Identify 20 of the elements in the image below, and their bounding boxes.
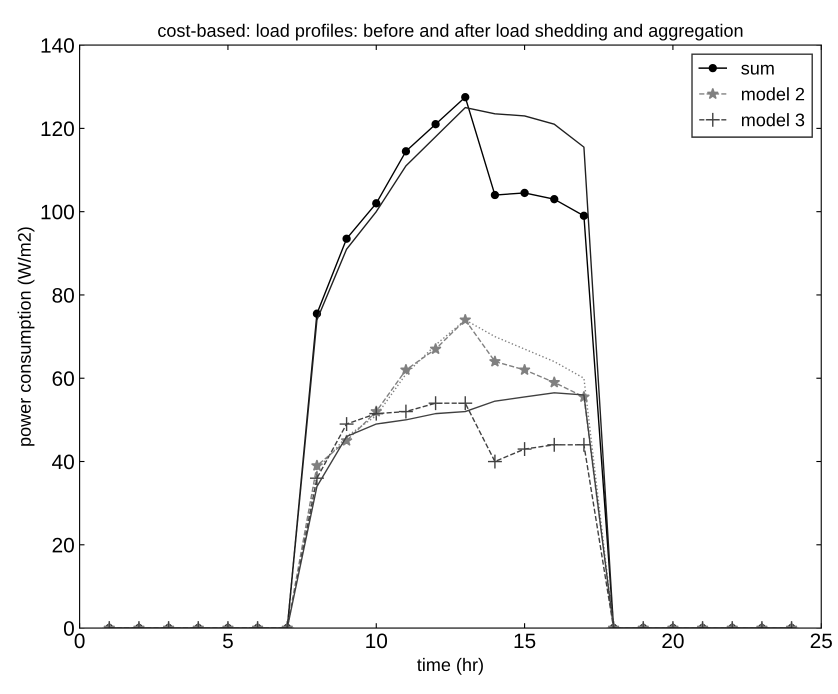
y-tick-label: 40	[52, 454, 74, 470]
chart-title: cost-based: load profiles: before and after load shedding and aggregation	[158, 24, 742, 41]
x-tick-label: 15	[514, 634, 536, 648]
x-tick-label: 10	[366, 633, 388, 648]
x-tick-label: 25	[810, 633, 832, 648]
x-axis-title: time (hr)	[417, 658, 483, 675]
y-tick-label: 20	[52, 538, 74, 553]
y-tick-label: 80	[52, 288, 74, 303]
legend-label: sum	[741, 64, 774, 75]
y-axis-title: power consumption (W/m2)	[18, 227, 34, 446]
y-tick-label: 100	[42, 204, 74, 220]
legend-label: model 3	[742, 113, 804, 126]
x-tick-label: 20	[662, 633, 684, 648]
y-tick-label: 60	[52, 371, 74, 386]
y-tick-label: 120	[42, 121, 74, 136]
y-tick-label: 0	[64, 621, 74, 636]
legend-label: model 2	[742, 87, 804, 100]
x-tick-label: 0	[74, 633, 85, 648]
x-tick-label: 5	[222, 634, 233, 648]
y-tick-label: 140	[42, 38, 74, 53]
